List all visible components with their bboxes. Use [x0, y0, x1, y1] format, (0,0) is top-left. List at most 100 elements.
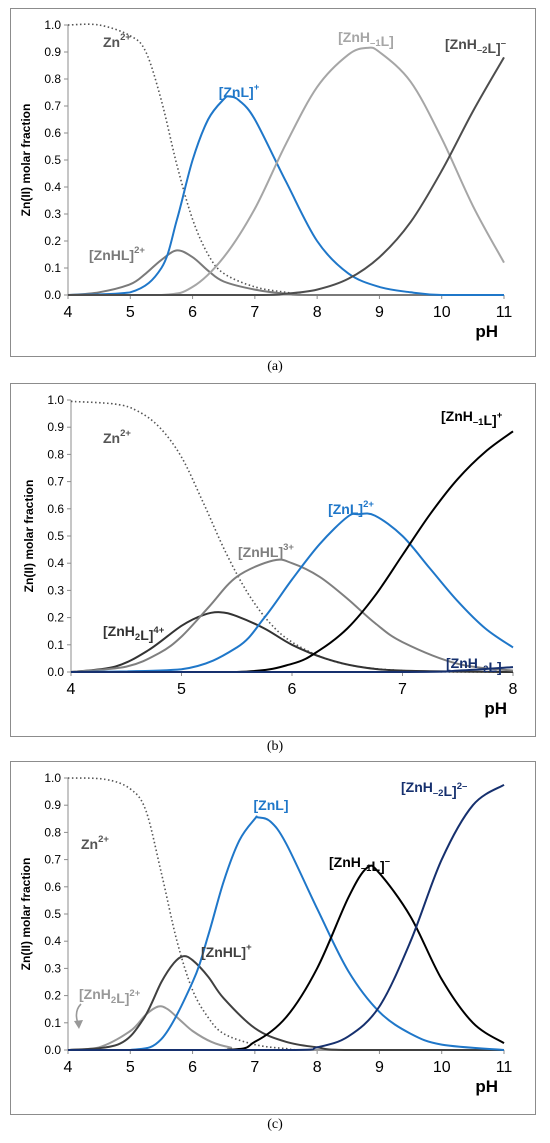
y-tick-label: 0.2	[47, 611, 64, 625]
y-tick-label: 1.0	[44, 18, 61, 32]
series-line-3	[68, 815, 505, 1051]
x-tick-label: 10	[433, 304, 451, 321]
chart-svg-c: 0.0 0.1 0.2 0.3 0.4 0.5 0.6 0.7 0.8 0.9 1.0 4 5 6 7 8 9 1…	[19, 771, 513, 1096]
series-line-5	[68, 783, 505, 1051]
x-tick-label: 7	[398, 681, 407, 698]
x-tick-label: 9	[375, 304, 384, 321]
x-axis-title: pH	[475, 1077, 498, 1096]
y-tick-label: 0.8	[44, 72, 61, 86]
y-tick-label: 0.0	[47, 665, 64, 679]
series-label: Zn2+	[103, 428, 131, 446]
series-line-3	[67, 46, 505, 297]
series-label: Zn2+	[81, 834, 109, 852]
series-label: Zn2+	[103, 32, 131, 50]
series-label: [ZnH–1L]+	[441, 408, 503, 428]
y-tick-label: 0.0	[44, 288, 61, 302]
y-tick-label: 0.4	[47, 556, 64, 570]
y-tick-label: 0.7	[44, 853, 61, 867]
x-tick-label: 9	[375, 1059, 384, 1076]
y-tick-label: 0.3	[44, 207, 61, 221]
chart-svg-a: 0.0 0.1 0.2 0.3 0.4 0.5 0.6 0.7 0.8 0.9 1.0 4 5 6 7 8 9 1…	[19, 18, 513, 341]
series-label: [ZnL]2+	[328, 499, 374, 517]
series-line-3	[70, 512, 514, 673]
x-tick-label: 5	[126, 304, 135, 321]
x-axis-title: pH	[475, 322, 498, 341]
series-label: [ZnH2L]2+	[79, 986, 141, 1006]
y-tick-label: 0.3	[44, 961, 61, 975]
y-tick-label: 0.5	[44, 153, 61, 167]
y-tick-label: 0.1	[44, 261, 61, 275]
x-tick-label: 8	[313, 1059, 322, 1076]
x-tick-label: 11	[496, 1059, 513, 1076]
series-line-4	[67, 56, 505, 297]
y-tick-label: 0.1	[47, 638, 64, 652]
chart-panel-b: 0.0 0.1 0.2 0.3 0.4 0.5 0.6 0.7 0.8 0.9 1.0 4 5 6 7 8 pH…	[10, 383, 536, 737]
x-tick-label: 11	[496, 304, 513, 321]
y-tick-label: 0.2	[44, 234, 61, 248]
y-tick-label: 0.6	[47, 502, 64, 516]
x-tick-label: 5	[126, 1059, 135, 1076]
series-label: [ZnL]+	[219, 82, 260, 100]
x-tick-label: 8	[313, 304, 322, 321]
series-line-2	[67, 95, 504, 296]
y-tick-label: 1.0	[47, 393, 64, 407]
y-tick-label: 0.6	[44, 126, 61, 140]
y-tick-label: 0.4	[44, 934, 61, 948]
y-axis-title: Zn(II) molar fraction	[19, 858, 33, 971]
x-tick-label: 7	[250, 304, 259, 321]
y-tick-label: 0.9	[44, 798, 61, 812]
y-tick-label: 0.3	[47, 583, 64, 597]
y-tick-label: 0.0	[44, 1043, 61, 1057]
x-tick-label: 4	[64, 1059, 73, 1076]
y-tick-label: 0.4	[44, 180, 61, 194]
series-label: [ZnHL]+	[201, 942, 252, 960]
series-line-1	[67, 249, 504, 297]
series-label: [ZnHL]2+	[89, 245, 145, 263]
caption-b: (b)	[266, 739, 284, 754]
series-label: [ZnH–1L]–	[329, 854, 390, 874]
y-tick-label: 0.9	[44, 45, 61, 59]
x-tick-label: 5	[177, 681, 186, 698]
y-tick-label: 0.5	[47, 529, 64, 543]
series-line-4	[68, 864, 505, 1051]
series-label: [ZnH–2L]2–	[401, 779, 467, 799]
x-tick-label: 10	[433, 1059, 451, 1076]
y-tick-label: 1.0	[44, 771, 61, 785]
y-tick-label: 0.2	[44, 989, 61, 1003]
series-label: [ZnH–1L]	[338, 29, 394, 49]
y-tick-label: 0.8	[47, 447, 64, 461]
caption-c: (c)	[267, 1117, 283, 1132]
x-tick-label: 4	[67, 681, 76, 698]
x-tick-label: 4	[64, 304, 73, 321]
series-line-5	[71, 666, 514, 673]
x-tick-label: 6	[188, 304, 197, 321]
chart-panel-a: 0.0 0.1 0.2 0.3 0.4 0.5 0.6 0.7 0.8 0.9 1.0 4 5 6 7 8 9 1…	[10, 8, 536, 357]
chart-svg-b: 0.0 0.1 0.2 0.3 0.4 0.5 0.6 0.7 0.8 0.9 1.0 4 5 6 7 8pH…	[22, 393, 518, 718]
annotation-arrow	[74, 1003, 83, 1029]
series-label: [ZnL]	[254, 797, 289, 813]
series-label: [ZnH–2L]	[446, 655, 502, 675]
y-tick-label: 0.1	[44, 1016, 61, 1030]
y-tick-label: 0.9	[47, 420, 64, 434]
x-tick-label: 6	[288, 681, 297, 698]
chart-panel-c: 0.0 0.1 0.2 0.3 0.4 0.5 0.6 0.7 0.8 0.9 1.0 4 5 6 7 8 9 1…	[10, 761, 536, 1115]
series-line-1	[70, 611, 514, 673]
y-tick-label: 0.8	[44, 825, 61, 839]
series-label: [ZnH–2L]–	[445, 36, 506, 56]
x-axis-title: pH	[484, 699, 507, 718]
series-line-0	[67, 777, 504, 1051]
series-line-2	[67, 955, 504, 1051]
caption-a: (a)	[267, 359, 283, 374]
y-axis-title: Zn(II) molar fraction	[19, 104, 33, 217]
series-label: [ZnH2L]4+	[103, 623, 165, 643]
x-tick-label: 7	[250, 1059, 259, 1076]
y-axis-title: Zn(II) molar fraction	[22, 480, 36, 593]
series-label: [ZnHL]3+	[238, 542, 294, 560]
y-tick-label: 0.5	[44, 907, 61, 921]
y-tick-label: 0.6	[44, 880, 61, 894]
y-tick-label: 0.7	[44, 99, 61, 113]
series-line-2	[70, 558, 514, 673]
x-tick-label: 8	[509, 681, 518, 698]
x-tick-label: 6	[188, 1059, 197, 1076]
y-tick-label: 0.7	[47, 475, 64, 489]
